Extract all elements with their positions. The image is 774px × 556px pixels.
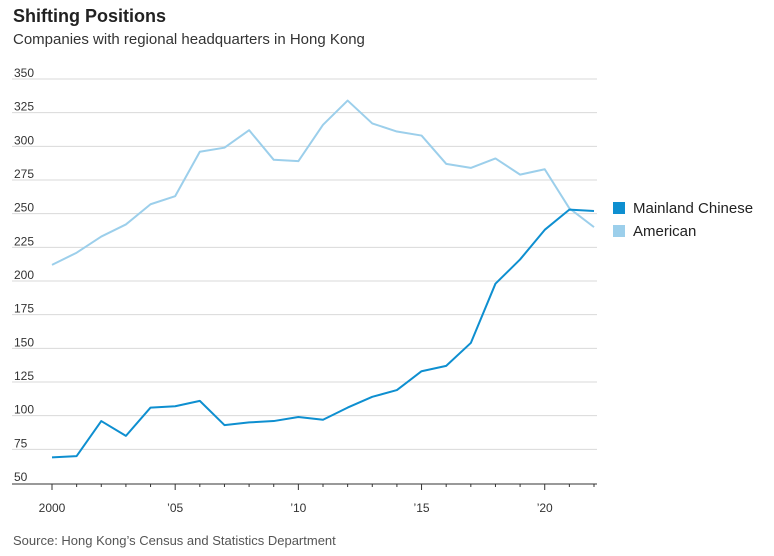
y-tick-label: 150 [14, 335, 34, 349]
y-tick-label: 175 [14, 302, 34, 316]
legend-swatch-mainland-chinese [613, 202, 625, 214]
y-tick-label: 100 [14, 403, 34, 417]
legend-label-american: American [633, 223, 696, 240]
y-tick-label: 300 [14, 133, 34, 147]
series-line-american [51, 99, 595, 266]
legend-label-mainland-chinese: Mainland Chinese [633, 200, 753, 217]
y-axis: 50 75 100 125 150 175 200 225 250 275 300 325 350 [14, 66, 34, 484]
gridlines [12, 78, 597, 450]
y-tick-label: 75 [14, 436, 28, 450]
x-tick-label: ’05 [167, 501, 183, 515]
x-axis: 2000 ’05 ’10 ’15 ’20 [12, 483, 597, 515]
y-tick-label: 50 [14, 470, 28, 484]
y-tick-label: 200 [14, 268, 34, 282]
series-lines [51, 99, 595, 459]
legend-swatch-american [613, 225, 625, 237]
y-tick-label: 325 [14, 100, 34, 114]
x-tick-label: ’15 [414, 501, 430, 515]
y-tick-label: 250 [14, 201, 34, 215]
y-tick-label: 275 [14, 167, 34, 181]
y-tick-label: 350 [14, 66, 34, 80]
y-tick-label: 225 [14, 234, 34, 248]
chart-subtitle: Companies with regional headquarters in … [13, 31, 365, 48]
series-line-mainland-chinese [51, 208, 595, 459]
legend: Mainland Chinese American [613, 200, 753, 240]
x-tick-label: ’10 [290, 501, 306, 515]
y-tick-label: 125 [14, 369, 34, 383]
x-tick-label: ’20 [537, 501, 553, 515]
chart-title: Shifting Positions [13, 6, 166, 26]
source-note: Source: Hong Kong’s Census and Statistic… [13, 533, 336, 548]
x-tick-label: 2000 [39, 501, 66, 515]
